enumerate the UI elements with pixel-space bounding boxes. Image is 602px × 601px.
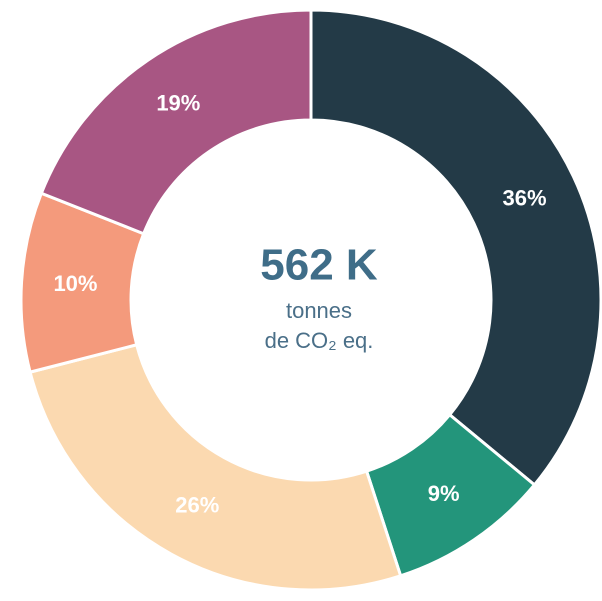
center-value: 562 K <box>260 241 378 290</box>
data-label: 9% <box>428 481 460 506</box>
data-label: 26% <box>175 493 219 518</box>
data-label: 36% <box>503 185 547 210</box>
data-label: 10% <box>53 271 97 296</box>
slice <box>309 8 602 487</box>
data-label: 19% <box>156 91 200 116</box>
slice <box>28 342 403 592</box>
slice <box>39 8 313 236</box>
center-label: de CO₂ eq. <box>265 328 374 353</box>
center-label: tonnes <box>286 298 352 323</box>
